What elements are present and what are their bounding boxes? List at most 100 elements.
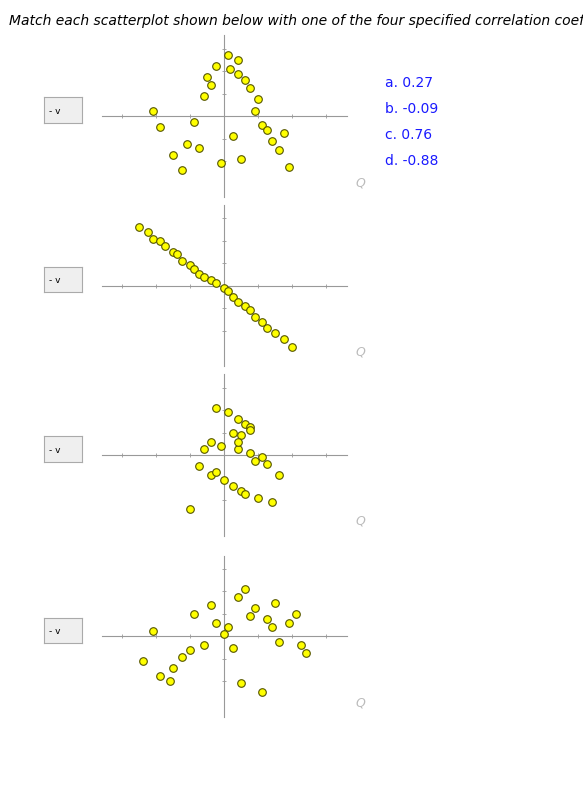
Point xyxy=(194,460,203,473)
Point xyxy=(245,447,255,459)
Point xyxy=(148,104,157,117)
Point xyxy=(225,63,234,76)
Point xyxy=(206,79,216,91)
Point xyxy=(229,480,238,492)
Point xyxy=(135,221,144,233)
Point xyxy=(237,485,246,497)
Point xyxy=(262,124,272,136)
Point xyxy=(288,341,297,354)
Point xyxy=(233,443,243,455)
Point xyxy=(237,429,246,441)
Text: - v: - v xyxy=(50,446,61,455)
Point xyxy=(240,418,250,430)
Point xyxy=(216,440,226,452)
Point xyxy=(229,291,238,303)
Point xyxy=(233,296,243,309)
Point xyxy=(155,235,164,247)
Point xyxy=(160,240,170,253)
Point xyxy=(279,127,289,139)
Point xyxy=(177,255,187,267)
Text: - v: - v xyxy=(50,107,61,116)
Point xyxy=(237,677,246,690)
Text: Q: Q xyxy=(356,515,366,528)
Point xyxy=(203,71,212,84)
Point xyxy=(172,248,181,261)
Point xyxy=(279,333,289,346)
Point xyxy=(155,669,164,682)
Point xyxy=(223,406,233,418)
Point xyxy=(240,583,250,596)
Point xyxy=(268,135,277,147)
Point xyxy=(268,621,277,634)
Point xyxy=(182,138,192,151)
Text: Match each scatterplot shown below with one of the four specified correlation co: Match each scatterplot shown below with … xyxy=(9,14,583,28)
Point xyxy=(271,326,280,339)
Point xyxy=(285,616,294,629)
Point xyxy=(199,270,209,283)
Point xyxy=(250,104,259,117)
Point xyxy=(271,597,280,609)
Point xyxy=(143,225,153,238)
Point xyxy=(220,628,229,641)
Point xyxy=(194,268,203,281)
Point xyxy=(245,421,255,433)
Point xyxy=(206,273,216,286)
Point xyxy=(229,130,238,143)
Point xyxy=(268,496,277,508)
Point xyxy=(262,458,272,470)
Point xyxy=(206,599,216,611)
Point xyxy=(301,647,311,660)
Point xyxy=(199,639,209,652)
Point xyxy=(274,469,283,481)
Point xyxy=(169,661,178,674)
Point xyxy=(296,639,305,652)
Point xyxy=(233,591,243,604)
Point xyxy=(240,488,250,500)
Text: Q: Q xyxy=(356,346,366,359)
Point xyxy=(186,503,195,515)
Point xyxy=(169,246,178,258)
Point xyxy=(148,232,157,245)
Point xyxy=(257,315,266,328)
Point xyxy=(257,451,266,463)
Point xyxy=(211,616,220,629)
Text: Q: Q xyxy=(356,697,366,709)
Point xyxy=(250,455,259,467)
Point xyxy=(223,48,233,61)
Point xyxy=(186,259,195,272)
Point xyxy=(206,469,216,481)
Point xyxy=(262,613,272,626)
Point xyxy=(206,435,216,448)
Point xyxy=(148,624,157,637)
Point xyxy=(237,153,246,165)
Text: Q: Q xyxy=(356,177,366,189)
Point xyxy=(211,277,220,290)
Point xyxy=(189,608,198,620)
Point xyxy=(254,93,263,106)
Text: d. -0.88: d. -0.88 xyxy=(385,154,438,168)
Point xyxy=(186,644,195,656)
Point xyxy=(189,262,198,275)
Point xyxy=(223,621,233,634)
Point xyxy=(155,121,164,134)
Point xyxy=(274,636,283,649)
Point xyxy=(169,149,178,162)
Text: c. 0.76: c. 0.76 xyxy=(385,128,432,142)
Point xyxy=(166,675,175,687)
Point xyxy=(233,413,243,426)
Point xyxy=(177,650,187,663)
Point xyxy=(254,492,263,504)
Text: a. 0.27: a. 0.27 xyxy=(385,76,433,90)
Point xyxy=(211,466,220,478)
Point xyxy=(211,402,220,414)
Point xyxy=(257,686,266,699)
Point xyxy=(240,74,250,87)
Point xyxy=(233,54,243,66)
Point xyxy=(177,164,187,177)
Point xyxy=(220,281,229,294)
Point xyxy=(240,299,250,312)
Point xyxy=(250,602,259,615)
Text: - v: - v xyxy=(50,277,61,285)
Point xyxy=(245,304,255,317)
Point xyxy=(245,610,255,623)
